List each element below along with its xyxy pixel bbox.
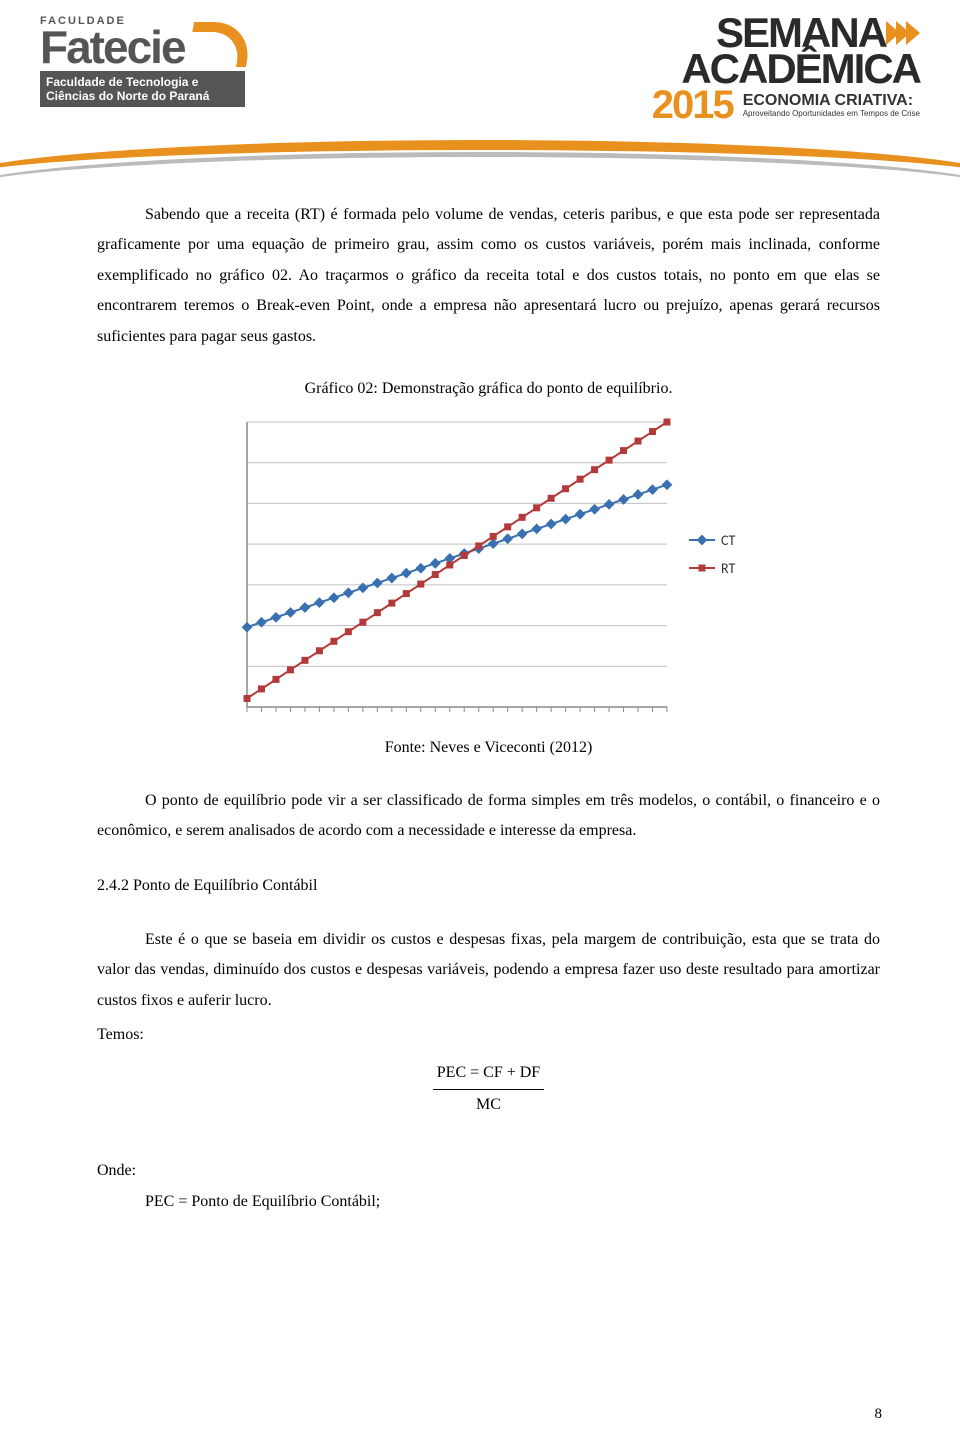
formula-pec: PEC = CF + DF MC: [97, 1058, 880, 1120]
onde-label: Onde:: [97, 1156, 880, 1186]
chart-container: CT RT: [97, 412, 880, 727]
temos-label: Temos:: [97, 1020, 880, 1050]
formula-denominator: MC: [97, 1090, 880, 1120]
onde-definition: PEC = Ponto de Equilíbrio Contábil;: [97, 1187, 880, 1217]
logo-tagline-line1: Faculdade de Tecnologia e: [46, 75, 239, 89]
academica-text: ACADÊMICA: [681, 51, 920, 87]
logo-brand-name: Fatecie: [40, 27, 185, 68]
logo-tagline-line2: Ciências do Norte do Paraná: [46, 89, 239, 103]
economia-box: ECONOMIA CRIATIVA: Aproveitando Oportuni…: [743, 93, 920, 118]
economia-title: ECONOMIA CRIATIVA:: [743, 93, 920, 109]
svg-text:CT: CT: [721, 532, 736, 549]
logo-semana-block: SEMANA ACADÊMICA 2015 ECONOMIA CRIATIVA:…: [652, 15, 920, 122]
chart-source: Fonte: Neves e Viceconti (2012): [97, 733, 880, 763]
year-2015: 2015: [652, 88, 733, 122]
logo-fatecie: FACULDADE Fatecie: [40, 15, 260, 68]
paragraph-2: O ponto de equilíbrio pode vir a ser cla…: [97, 786, 880, 847]
logo-fatecie-block: FACULDADE Fatecie Faculdade de Tecnologi…: [40, 15, 260, 107]
section-heading-242: 2.4.2 Ponto de Equilíbrio Contábil: [97, 871, 880, 901]
paragraph-1: Sabendo que a receita (RT) é formada pel…: [97, 200, 880, 352]
chart-caption: Gráfico 02: Demonstração gráfica do pont…: [97, 374, 880, 404]
break-even-chart: CT RT: [219, 412, 759, 727]
onde-block: Onde: PEC = Ponto de Equilíbrio Contábil…: [97, 1156, 880, 1217]
paragraph-3: Este é o que se baseia em dividir os cus…: [97, 925, 880, 1016]
economia-subtitle: Aproveitando Oportunidades em Tempos de …: [743, 109, 920, 118]
page-header: FACULDADE Fatecie Faculdade de Tecnologi…: [0, 0, 960, 145]
svg-text:RT: RT: [721, 560, 735, 577]
logo-swoosh-icon: [190, 17, 260, 67]
page-number: 8: [875, 1406, 883, 1423]
formula-numerator: PEC = CF + DF: [433, 1058, 544, 1089]
logo-tagline: Faculdade de Tecnologia e Ciências do No…: [40, 71, 245, 107]
year-line: 2015 ECONOMIA CRIATIVA: Aproveitando Opo…: [652, 88, 920, 122]
chevron-icon: [890, 21, 920, 45]
logo-fatecie-text: FACULDADE Fatecie: [40, 15, 185, 68]
page-content: Sabendo que a receita (RT) é formada pel…: [97, 200, 880, 1217]
